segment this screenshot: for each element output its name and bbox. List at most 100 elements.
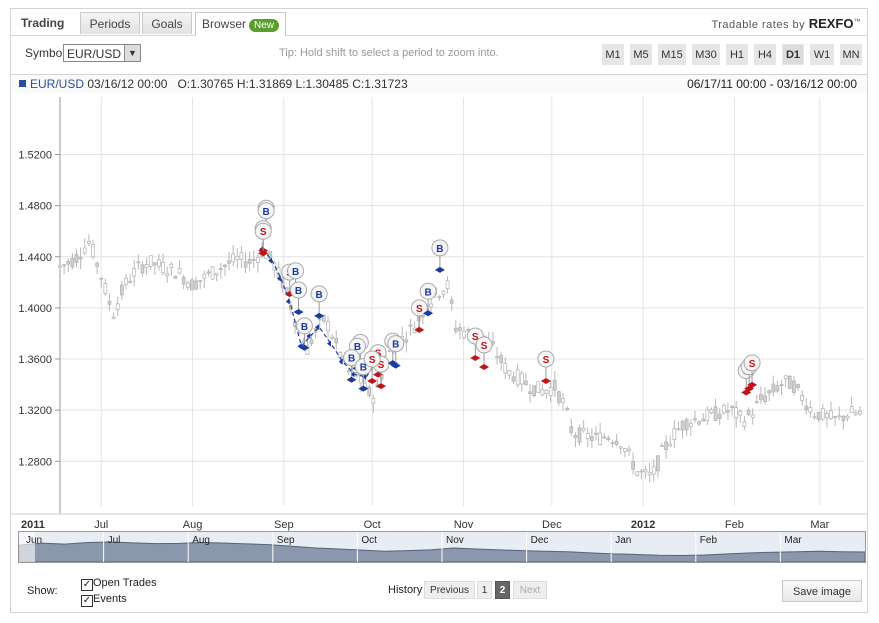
- timeframe-m5-button[interactable]: M5: [630, 44, 652, 65]
- event-bubble: [310, 285, 328, 303]
- timeframe-mn-button[interactable]: MN: [840, 44, 862, 65]
- timeframe-w1-button[interactable]: W1: [810, 44, 834, 65]
- candle-body: [635, 471, 640, 476]
- info-range: 06/17/11 00:00 - 03/16/12 00:00: [687, 77, 857, 91]
- event-bubble: [257, 202, 275, 220]
- candle-body: [243, 261, 248, 268]
- timeframe-m30-button[interactable]: M30: [692, 44, 720, 65]
- candle-body: [99, 277, 104, 280]
- event-bubble: [743, 354, 761, 372]
- candle-body: [227, 260, 231, 264]
- previous-button[interactable]: Previous: [424, 581, 475, 599]
- trade-marker-icon: [362, 373, 367, 380]
- next-button[interactable]: Next: [513, 581, 547, 599]
- event-label: S: [260, 227, 267, 238]
- candle-body: [540, 389, 545, 396]
- candle-body: [330, 336, 334, 339]
- info-bar: EUR/USD 03/16/12 00:00 O:1.30765 H:1.318…: [11, 74, 867, 95]
- event-bubble: [363, 350, 381, 368]
- timeframe-m15-button[interactable]: M15: [658, 44, 686, 65]
- candle-body: [66, 260, 71, 265]
- candle-body: [173, 276, 178, 279]
- trading-widget: Trading Periods Goals Browser New Tradabl…: [10, 8, 868, 613]
- candle-body: [499, 355, 504, 363]
- timeframe-h1-button[interactable]: H1: [726, 44, 748, 65]
- check-icon[interactable]: ✓: [81, 579, 93, 591]
- candle-body: [115, 303, 120, 310]
- tab-bar: Trading Periods Goals Browser New Tradabl…: [11, 9, 867, 36]
- symbol-select[interactable]: EUR/USD ▼: [63, 44, 141, 62]
- candle-body: [161, 262, 165, 274]
- navigator-strip[interactable]: Jun Jul Aug Sep Oct Nov Dec Jan Feb Mar: [18, 531, 866, 563]
- timeframe-m1-button[interactable]: M1: [602, 44, 624, 65]
- event-label: B: [354, 342, 361, 353]
- timeframe-d1-button[interactable]: D1: [782, 44, 804, 65]
- candle-body: [647, 471, 652, 476]
- candle-body: [820, 408, 825, 420]
- candle-body: [610, 441, 615, 444]
- candle-body: [429, 303, 433, 308]
- candle-body: [235, 255, 240, 260]
- candle-body: [726, 410, 730, 413]
- candle-body: [404, 339, 409, 343]
- candle-body: [808, 407, 813, 413]
- chevron-down-icon[interactable]: ▼: [124, 45, 140, 61]
- candle-body: [338, 352, 343, 358]
- trade-marker-icon: [306, 333, 311, 340]
- timeframe-h4-button[interactable]: H4: [754, 44, 776, 65]
- save-image-button[interactable]: Save image: [782, 580, 862, 602]
- candle-body: [276, 267, 281, 278]
- candle-body: [829, 410, 833, 419]
- event-bubble: [290, 281, 308, 299]
- toolbar: Symbol EUR/USD ▼ Tip: Hold shift to sele…: [11, 36, 867, 72]
- tab-goals-label: Goals: [151, 17, 183, 31]
- candle-body: [606, 437, 611, 441]
- candle-body: [680, 420, 685, 431]
- events-checkbox[interactable]: ✓ Events: [81, 593, 127, 607]
- navigator-month-label: Dec: [531, 535, 549, 546]
- y-tick-label: 1.3600: [18, 354, 52, 366]
- event-bubble: [419, 282, 437, 300]
- candle-body: [544, 389, 549, 394]
- navigator-month-label: Nov: [446, 535, 464, 546]
- open-trades-checkbox[interactable]: ✓ Open Trades: [81, 577, 157, 591]
- candle-body: [515, 369, 520, 386]
- candle-body: [157, 259, 161, 267]
- candle-body: [503, 363, 508, 374]
- candle-body: [825, 413, 829, 418]
- event-bubble: [343, 349, 361, 367]
- show-label: Show:: [27, 585, 58, 597]
- candle-body: [717, 413, 722, 419]
- event-label: S: [369, 355, 376, 366]
- event-bubble: [431, 239, 449, 257]
- candle-body: [688, 423, 693, 427]
- candle-body: [552, 379, 557, 391]
- check-icon[interactable]: ✓: [81, 595, 93, 607]
- navigator-month-label: Aug: [192, 535, 210, 546]
- candle-body: [787, 375, 792, 389]
- tab-goals[interactable]: Goals: [142, 12, 192, 34]
- candle-body: [858, 410, 862, 415]
- candle-body: [536, 381, 541, 393]
- candle-body: [239, 252, 244, 260]
- trade-marker-icon: [315, 324, 320, 331]
- event-arrow-icon: [376, 383, 387, 390]
- price-chart[interactable]: 1.5200 1.4800 1.4400 1.4000 1.3600 1.3200 1.28…: [11, 93, 867, 531]
- y-tick-label: 1.4000: [18, 303, 52, 315]
- x-tick-label: Mar: [810, 519, 829, 531]
- candle-body: [668, 443, 673, 447]
- candle-body: [218, 268, 223, 270]
- brand-logo: REXFO: [808, 16, 854, 31]
- x-tick-label: Oct: [364, 519, 381, 531]
- page-1-button[interactable]: 1: [477, 581, 492, 599]
- tab-browser[interactable]: Browser New: [195, 12, 286, 36]
- candle-body: [148, 255, 153, 267]
- event-bubble: [254, 222, 272, 240]
- event-label: S: [543, 355, 550, 366]
- candle-body: [750, 414, 755, 418]
- tab-periods[interactable]: Periods: [80, 12, 140, 34]
- chart-background: [11, 93, 867, 531]
- event-label: B: [295, 286, 302, 297]
- page-2-button[interactable]: 2: [495, 581, 510, 599]
- info-symbol: EUR/USD: [30, 77, 85, 91]
